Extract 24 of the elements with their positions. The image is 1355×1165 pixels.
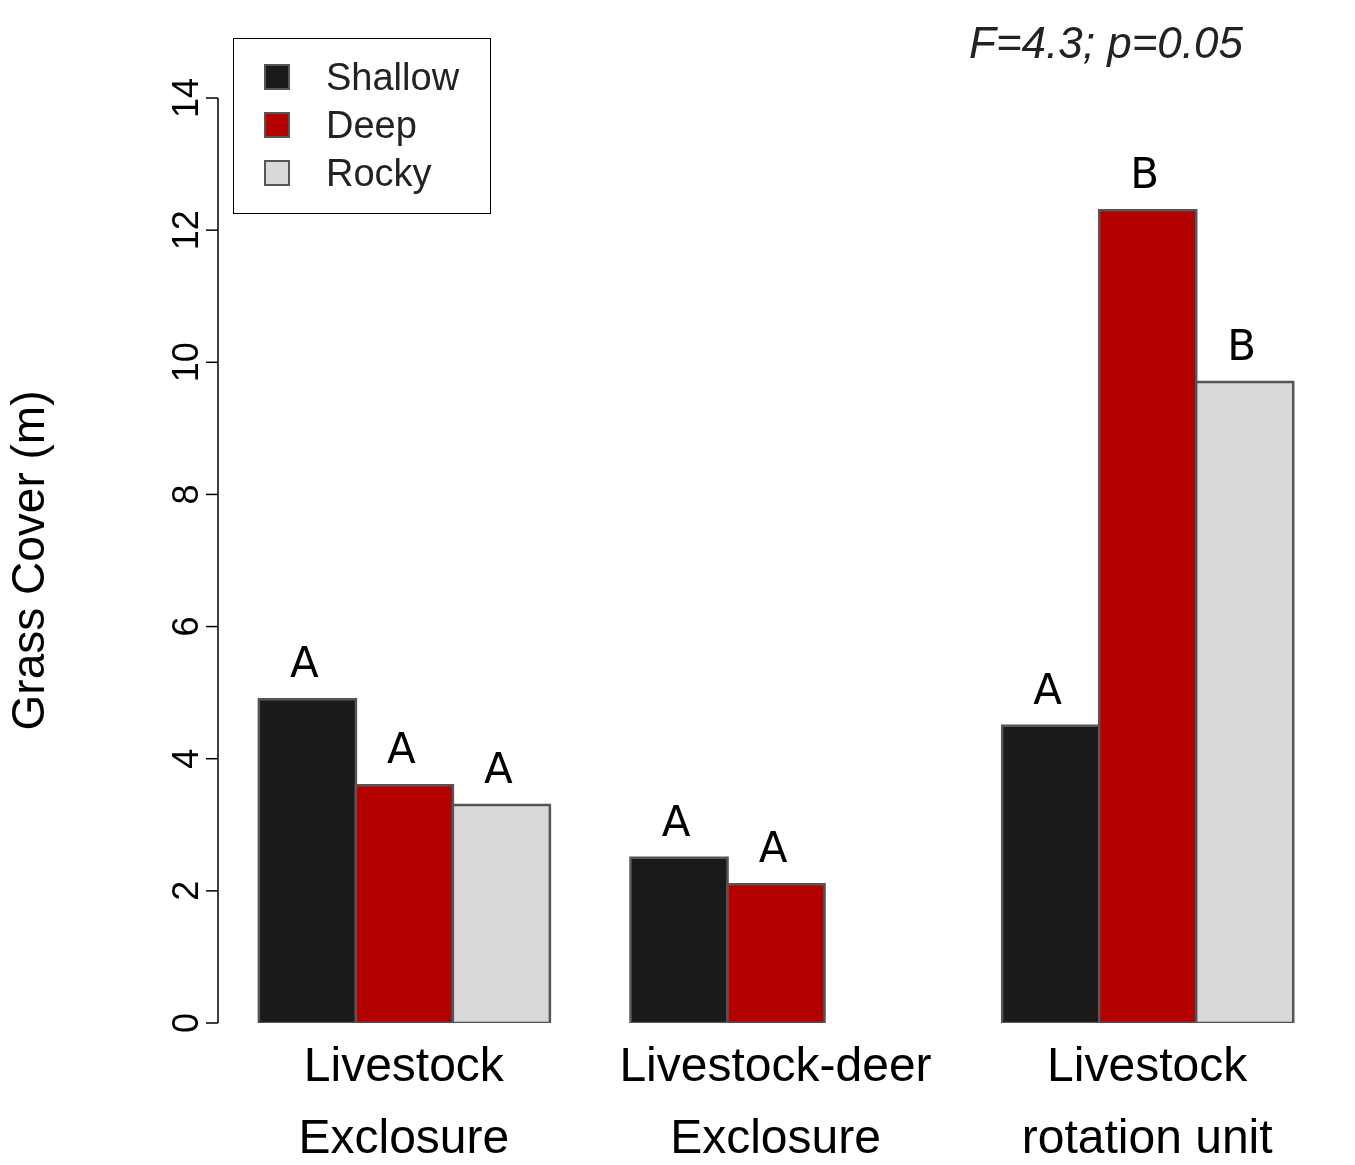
annotation: A (1033, 664, 1063, 714)
legend-label: Deep (326, 103, 417, 147)
annotation: A (484, 743, 514, 793)
y-tick-label: 8 (165, 484, 206, 505)
annotation: A (758, 823, 788, 873)
annotation: B (1130, 149, 1160, 199)
y-tick-label: 12 (165, 210, 206, 251)
y-tick-label: 2 (165, 880, 206, 901)
legend-label: Shallow (326, 55, 460, 99)
y-axis-title: Grass Cover (m) (2, 390, 55, 731)
x-tick-label: Livestock-deer Exclosure (619, 1038, 932, 1163)
x-tick-label: Livestock rotation unit (1021, 1038, 1273, 1163)
x-tick-label: Livestock Exclosure (298, 1038, 510, 1163)
annotation: A (661, 796, 691, 846)
y-tick-label: 4 (165, 748, 206, 769)
y-tick-label: 0 (165, 1012, 206, 1034)
legend-label: Rocky (326, 151, 432, 195)
annotation: B (1227, 321, 1257, 371)
y-tick-label: 10 (165, 342, 206, 383)
annotation: A (387, 724, 417, 774)
text: F=4.3; p=0.05 (969, 18, 1243, 68)
y-tick-label: 14 (165, 77, 206, 119)
annotation: A (290, 638, 320, 688)
y-tick-label: 6 (165, 616, 206, 637)
